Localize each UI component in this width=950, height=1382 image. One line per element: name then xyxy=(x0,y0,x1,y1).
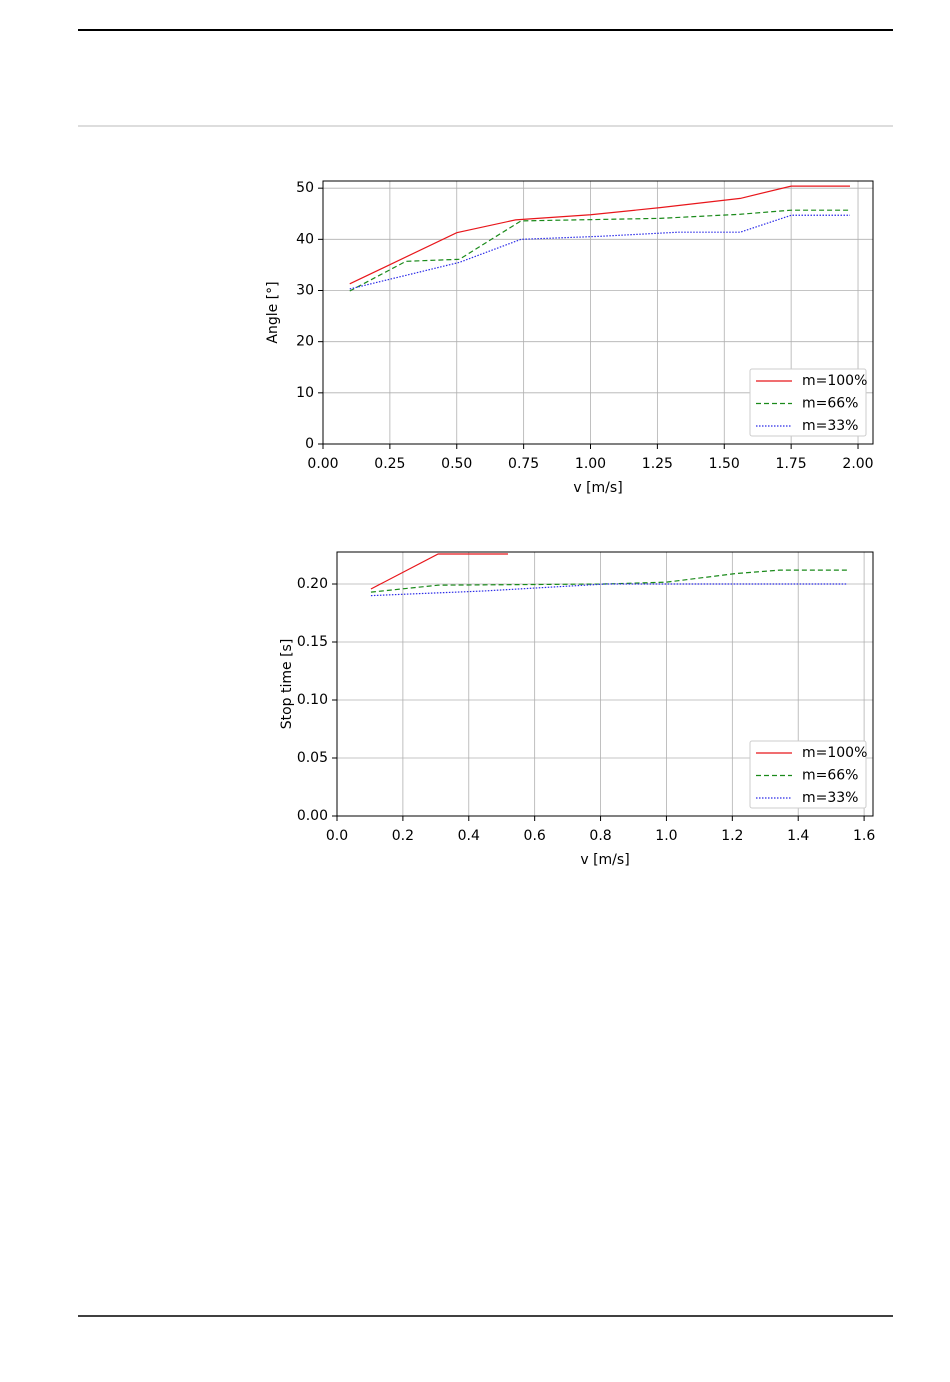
y-tick-label: 0.20 xyxy=(297,576,328,592)
series-line xyxy=(349,209,850,292)
y-tick-label: 40 xyxy=(296,231,314,247)
x-tick-label: 1.75 xyxy=(776,456,807,472)
x-tick-label: 0.4 xyxy=(458,828,480,844)
x-tick-label: 0.25 xyxy=(374,456,405,472)
legend-label: m=66% xyxy=(802,768,859,784)
x-tick-label: 1.4 xyxy=(787,828,809,844)
x-axis-label: v [m/s] xyxy=(580,852,629,868)
x-tick-label: 1.0 xyxy=(655,828,677,844)
x-tick-label: 0.6 xyxy=(524,828,546,844)
legend-box xyxy=(749,740,867,809)
plot-frame xyxy=(322,180,874,445)
y-tick-label: 50 xyxy=(296,180,314,196)
series-line xyxy=(370,569,848,593)
legend-box xyxy=(749,368,867,437)
legend-label: m=100% xyxy=(802,373,867,389)
y-tick-label: 0.00 xyxy=(297,808,328,824)
series-line xyxy=(370,553,508,590)
x-tick-label: 1.00 xyxy=(575,456,606,472)
x-tick-label: 1.50 xyxy=(709,456,740,472)
y-tick-label: 0.10 xyxy=(297,692,328,708)
y-tick-label: 30 xyxy=(296,282,314,298)
y-axis-label: Stop time [s] xyxy=(279,639,295,730)
x-tick-label: 0.75 xyxy=(508,456,539,472)
x-tick-label: 0.0 xyxy=(326,828,348,844)
y-tick-label: 0 xyxy=(305,436,314,452)
x-tick-label: 0.00 xyxy=(307,456,338,472)
x-tick-label: 0.50 xyxy=(441,456,472,472)
x-tick-label: 1.6 xyxy=(853,828,875,844)
y-tick-label: 0.15 xyxy=(297,634,328,650)
y-axis-label: Angle [°] xyxy=(265,281,281,343)
x-tick-label: 0.8 xyxy=(589,828,611,844)
x-tick-label: 2.00 xyxy=(842,456,873,472)
x-tick-label: 1.2 xyxy=(721,828,743,844)
series-line xyxy=(349,214,850,290)
legend-label: m=33% xyxy=(802,418,859,434)
legend-label: m=33% xyxy=(802,790,859,806)
x-tick-label: 0.2 xyxy=(392,828,414,844)
legend-label: m=66% xyxy=(802,396,859,412)
x-axis-label: v [m/s] xyxy=(573,480,622,496)
y-tick-label: 0.05 xyxy=(297,750,328,766)
series-line xyxy=(349,185,850,285)
y-tick-label: 10 xyxy=(296,385,314,401)
legend-label: m=100% xyxy=(802,745,867,761)
y-tick-label: 20 xyxy=(296,334,314,350)
plot-frame xyxy=(336,551,874,817)
x-tick-label: 1.25 xyxy=(642,456,673,472)
series-line xyxy=(370,583,848,597)
